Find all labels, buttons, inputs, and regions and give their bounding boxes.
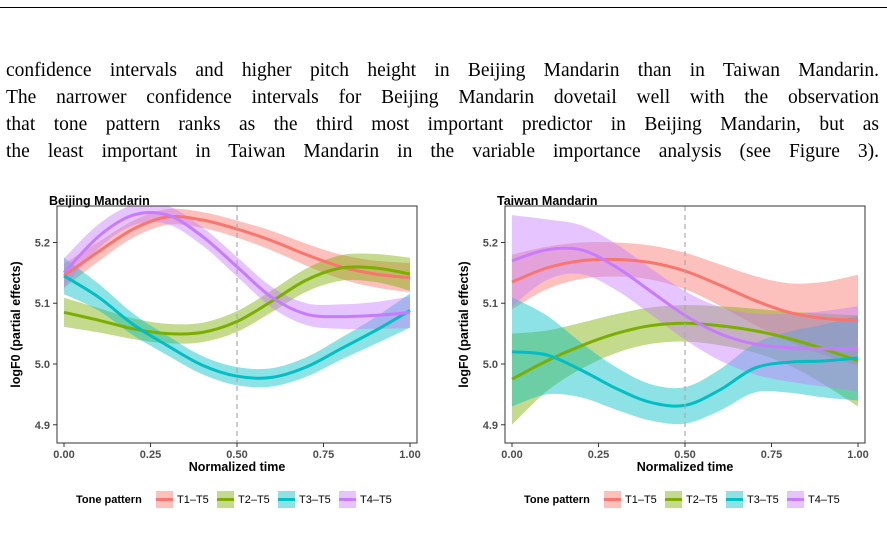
chart-title: Taiwan Mandarin — [497, 194, 597, 208]
y-tick-label: 5.2 — [35, 237, 50, 249]
taiwan-mandarin-chart: Taiwan Mandarin 4.9 5.0 5.1 5.2 0.00 0.25 0.50 0… — [457, 194, 869, 508]
x-tick-label: 0.50 — [226, 449, 247, 461]
x-tick-label: 0.75 — [761, 449, 782, 461]
chart-title: Beijing Mandarin — [49, 194, 150, 208]
y-tick-label: 5.0 — [483, 359, 498, 371]
legend-title: Tone pattern — [524, 494, 590, 506]
legend-label: T3–T5 — [747, 494, 779, 506]
legend-label: T1–T5 — [625, 494, 657, 506]
x-tick-label: 0.00 — [53, 449, 74, 461]
legend-label: T2–T5 — [686, 494, 718, 506]
y-tick-label: 5.2 — [483, 237, 498, 249]
legend-label: T3–T5 — [299, 494, 331, 506]
legend-label: T4–T5 — [808, 494, 840, 506]
legend-label: T2–T5 — [238, 494, 270, 506]
ci-band-t1-t5 — [512, 242, 858, 366]
plot-area — [62, 206, 411, 388]
x-tick-label: 0.00 — [501, 449, 522, 461]
y-tick-label: 5.1 — [35, 298, 50, 310]
x-tick-label: 0.50 — [674, 449, 695, 461]
x-tick-label: 0.25 — [588, 449, 609, 461]
x-axis-label: Normalized time — [189, 460, 286, 474]
beijing-mandarin-chart: Beijing Mandarin 4.9 5.0 5.1 5.2 0.00 0.25 0.50… — [9, 194, 421, 508]
header-rule — [0, 7, 887, 8]
legend-label: T1–T5 — [177, 494, 209, 506]
y-tick-label: 5.0 — [35, 359, 50, 371]
x-tick-label: 0.25 — [140, 449, 161, 461]
legend-label: T4–T5 — [360, 494, 392, 506]
x-tick-label: 1.00 — [399, 449, 420, 461]
ci-band-t3-t5 — [512, 297, 858, 425]
y-tick-label: 4.9 — [35, 420, 50, 432]
y-axis-label: logF0 (partial effects) — [9, 261, 23, 387]
legend: Tone pattern T1–T5 T2–T5 T3–T5 T4–T5 — [524, 491, 840, 508]
series-line-t1-t5 — [63, 214, 411, 280]
series-line-t4-t5 — [62, 210, 411, 319]
paragraph-line: that tone pattern ranks as the third mos… — [6, 114, 879, 135]
plot-area — [511, 215, 859, 425]
legend: Tone pattern T1–T5 T2–T5 T3–T5 T4–T5 — [76, 491, 392, 508]
body-paragraph: confidence intervals and higher pitch he… — [6, 57, 879, 165]
series-line-t2-t5 — [63, 265, 411, 336]
x-axis-label: Normalized time — [637, 460, 734, 474]
paragraph-line: confidence intervals and higher pitch he… — [6, 60, 879, 81]
ci-band-t3-t5 — [64, 257, 410, 388]
x-tick-label: 0.75 — [313, 449, 334, 461]
ci-band-t2-t5 — [64, 253, 410, 344]
y-tick-label: 4.9 — [483, 420, 498, 432]
series-line-t3-t5 — [63, 274, 411, 380]
paragraph-line: the least important in Taiwan Mandarin i… — [6, 141, 879, 162]
y-tick-label: 5.1 — [483, 298, 498, 310]
paragraph-line: The narrower confidence intervals for Be… — [6, 87, 879, 108]
y-axis-label: logF0 (partial effects) — [457, 261, 471, 387]
legend-title: Tone pattern — [76, 494, 142, 506]
x-tick-label: 1.00 — [847, 449, 868, 461]
